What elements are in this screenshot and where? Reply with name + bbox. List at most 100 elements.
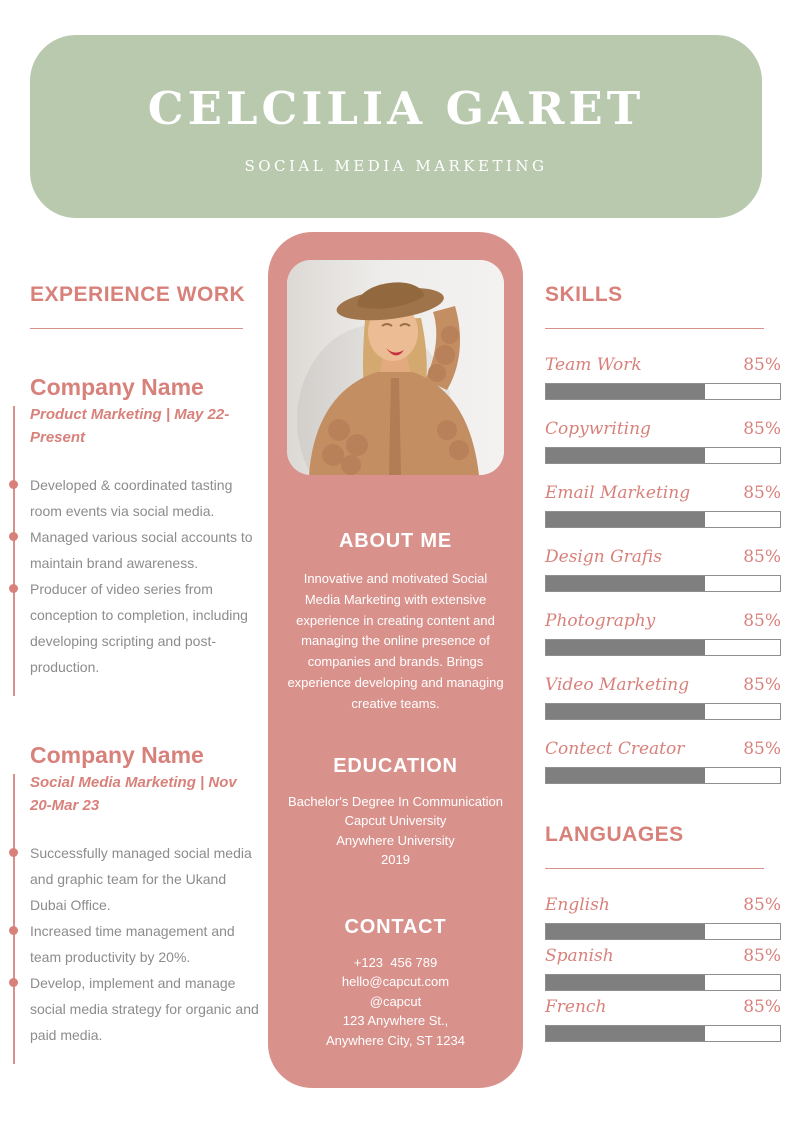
contact-address-2: Anywhere City, ST 1234 — [326, 1032, 465, 1048]
bullet-text: Successfully managed social media and gr… — [30, 845, 252, 913]
language-bar — [545, 974, 781, 991]
skill-bar — [545, 447, 781, 464]
skill-percent: 85% — [743, 419, 781, 439]
education-location: Anywhere University — [336, 832, 455, 848]
bullet-dot-icon — [9, 926, 18, 935]
skill-percent: 85% — [743, 611, 781, 631]
skill-bar — [545, 639, 781, 656]
timeline-line — [12, 406, 15, 696]
person-role-subtitle: SOCIAL MEDIA MARKETING — [244, 157, 548, 175]
skill-percent: 85% — [743, 355, 781, 375]
job-bullet: Increased time management and team produ… — [9, 918, 262, 970]
languages-list: English 85% Spanish 85% French 85% — [545, 895, 781, 1042]
skill-label: Contect Creator — [545, 739, 685, 759]
skill-label: Design Grafis — [545, 547, 662, 567]
languages-divider — [545, 868, 764, 869]
skill-item: Contect Creator 85% — [545, 739, 781, 784]
timeline-line — [12, 774, 15, 1064]
skill-percent: 85% — [743, 739, 781, 759]
skill-label: Email Marketing — [545, 483, 691, 503]
skill-bar-fill — [546, 576, 706, 591]
skill-item: Copywriting 85% — [545, 419, 781, 464]
skill-item: Team Work 85% — [545, 355, 781, 400]
profile-photo-illustration — [287, 260, 504, 475]
language-item: French 85% — [545, 997, 781, 1042]
skill-percent: 85% — [743, 483, 781, 503]
skill-bar — [545, 383, 781, 400]
bullet-dot-icon — [9, 848, 18, 857]
education-degree: Bachelor's Degree In Communication — [288, 793, 503, 809]
skills-list: Team Work 85% Copywriting 85% Email Mark… — [545, 355, 781, 784]
skill-bar — [545, 511, 781, 528]
skill-bar-fill — [546, 448, 706, 463]
skill-label: Team Work — [545, 355, 642, 375]
language-percent: 85% — [743, 997, 781, 1017]
job-bullet: Producer of video series from conception… — [9, 576, 262, 680]
bullet-text: Increased time management and team produ… — [30, 923, 235, 965]
job-entry-1: Company Name Product Marketing | May 22-… — [9, 374, 262, 696]
contact-lines: +123 456 789 hello@capcut.com @capcut 12… — [268, 953, 523, 1051]
language-label: Spanish — [545, 946, 614, 966]
profile-photo — [287, 260, 504, 475]
languages-section: LANGUAGES English 85% Spanish 85% French — [545, 823, 781, 1042]
contact-handle: @capcut — [369, 993, 422, 1009]
bullet-dot-icon — [9, 978, 18, 987]
language-percent: 85% — [743, 895, 781, 915]
bullet-dot-icon — [9, 480, 18, 489]
education-lines: Bachelor's Degree In Communication Capcu… — [268, 792, 523, 870]
experience-section: EXPERIENCE WORK Company Name Product Mar… — [9, 283, 262, 1064]
skill-percent: 85% — [743, 675, 781, 695]
language-bar-fill — [546, 1026, 706, 1041]
company-name: Company Name — [30, 374, 204, 400]
job-entry-2: Company Name Social Media Marketing | No… — [9, 742, 262, 1064]
header-banner: CELCILIA GARET SOCIAL MEDIA MARKETING — [30, 35, 762, 218]
skills-title: SKILLS — [545, 283, 623, 306]
language-bar-fill — [546, 924, 706, 939]
job-bullet: Develop, implement and manage social med… — [9, 970, 262, 1048]
bullet-text: Managed various social accounts to maint… — [30, 529, 253, 571]
skill-bar — [545, 575, 781, 592]
experience-divider — [30, 328, 243, 329]
skill-item: Photography 85% — [545, 611, 781, 656]
education-university: Capcut University — [344, 813, 447, 829]
about-title: ABOUT ME — [338, 530, 453, 552]
language-label: English — [545, 895, 610, 915]
language-bar — [545, 923, 781, 940]
person-name: CELCILIA GARET — [147, 82, 645, 135]
skill-bar-fill — [546, 640, 706, 655]
skill-label: Video Marketing — [545, 675, 690, 695]
bullet-dot-icon — [9, 584, 18, 593]
company-name: Company Name — [30, 742, 204, 768]
skill-percent: 85% — [743, 547, 781, 567]
bullet-text: Develop, implement and manage social med… — [30, 975, 259, 1043]
skill-item: Video Marketing 85% — [545, 675, 781, 720]
skill-bar — [545, 703, 781, 720]
languages-title: LANGUAGES — [545, 823, 684, 846]
language-item: Spanish 85% — [545, 946, 781, 991]
education-year: 2019 — [381, 852, 410, 868]
language-bar-fill — [546, 975, 706, 990]
language-item: English 85% — [545, 895, 781, 940]
skill-item: Email Marketing 85% — [545, 483, 781, 528]
language-percent: 85% — [743, 946, 781, 966]
bullet-dot-icon — [9, 532, 18, 541]
skill-bar-fill — [546, 704, 706, 719]
role-period: Social Media Marketing | Nov 20-Mar 23 — [30, 774, 237, 814]
skill-label: Photography — [545, 611, 656, 631]
contact-email: hello@capcut.com — [341, 974, 450, 990]
job-bullet: Developed & coordinated tasting room eve… — [9, 472, 262, 524]
skills-divider — [545, 328, 764, 329]
job-bullet-list: Successfully managed social media and gr… — [9, 840, 262, 1048]
skill-item: Design Grafis 85% — [545, 547, 781, 592]
role-period: Product Marketing | May 22-Present — [30, 406, 230, 446]
about-text: Innovative and motivated Social Media Ma… — [287, 571, 504, 711]
skill-label: Copywriting — [545, 419, 651, 439]
job-bullet: Successfully managed social media and gr… — [9, 840, 262, 918]
education-title: EDUCATION — [333, 754, 458, 777]
contact-title: CONTACT — [344, 915, 447, 938]
contact-address-1: 123 Anywhere St., — [342, 1013, 449, 1029]
job-bullet-list: Developed & coordinated tasting room eve… — [9, 472, 262, 680]
skills-languages-column: SKILLS Team Work 85% Copywriting 85% Ema… — [545, 283, 781, 1048]
experience-title: EXPERIENCE WORK — [30, 283, 246, 306]
